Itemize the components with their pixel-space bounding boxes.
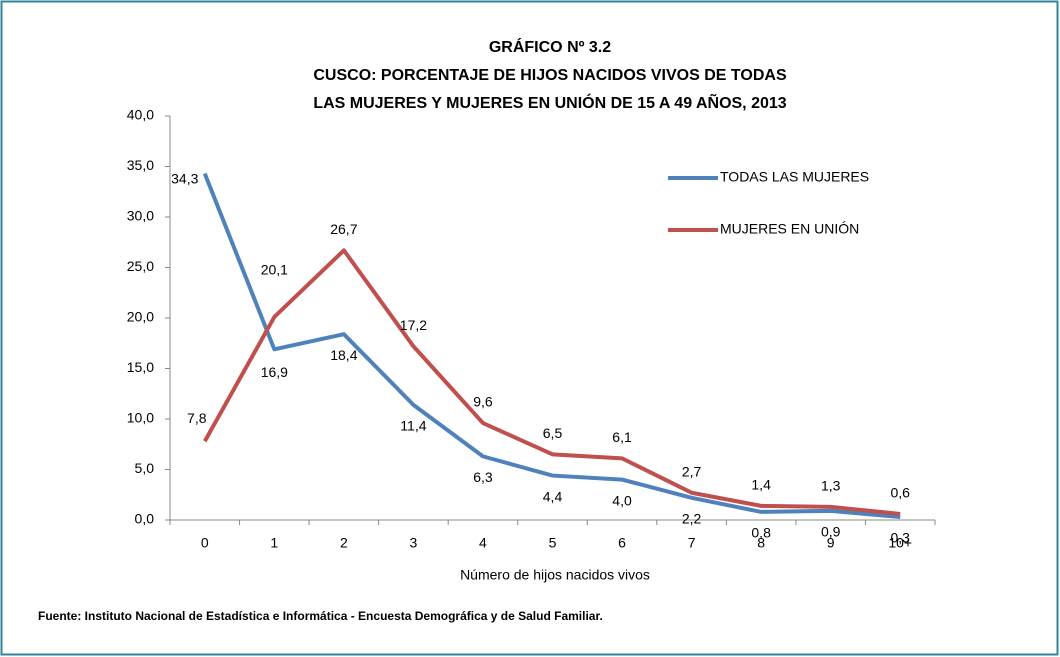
x-tick-label: 1 bbox=[270, 535, 278, 551]
data-label: 0,8 bbox=[751, 525, 771, 541]
data-label: 16,9 bbox=[261, 364, 288, 380]
y-tick-label: 20,0 bbox=[127, 309, 154, 325]
legend-label: TODAS LAS MUJERES bbox=[720, 169, 869, 185]
data-label: 0,6 bbox=[890, 485, 910, 501]
x-tick-label: 2 bbox=[340, 535, 348, 551]
data-label: 18,4 bbox=[330, 347, 357, 363]
data-label: 20,1 bbox=[261, 262, 288, 278]
x-tick-label: 5 bbox=[549, 535, 557, 551]
legend-label: MUJERES EN UNIÓN bbox=[720, 221, 859, 237]
y-tick-label: 15,0 bbox=[127, 359, 154, 375]
data-label: 6,5 bbox=[543, 425, 563, 441]
data-label: 17,2 bbox=[400, 317, 427, 333]
data-label: 34,3 bbox=[171, 170, 198, 186]
y-tick-label: 25,0 bbox=[127, 258, 154, 274]
series-line bbox=[202, 172, 901, 519]
data-label: 0,3 bbox=[890, 530, 910, 546]
chart-title: CUSCO: PORCENTAJE DE HIJOS NACIDOS VIVOS… bbox=[313, 67, 787, 84]
x-tick-label: 7 bbox=[688, 535, 696, 551]
data-label: 4,4 bbox=[543, 488, 563, 504]
y-tick-label: 0,0 bbox=[135, 511, 155, 527]
data-label: 11,4 bbox=[400, 418, 426, 434]
data-label: 9,6 bbox=[473, 394, 493, 410]
x-tick-label: 10+ bbox=[888, 535, 912, 551]
data-label: 6,1 bbox=[612, 429, 632, 445]
data-label: 6,3 bbox=[473, 469, 493, 485]
y-tick-label: 40,0 bbox=[127, 107, 154, 123]
y-tick-label: 30,0 bbox=[127, 208, 154, 224]
data-label: 0,9 bbox=[821, 524, 841, 540]
x-tick-label: 4 bbox=[479, 535, 487, 551]
source: Fuente: Instituto Nacional de Estadístic… bbox=[38, 609, 603, 623]
x-tick-label: 9 bbox=[827, 535, 835, 551]
data-label: 7,8 bbox=[187, 410, 207, 426]
x-axis-label: Número de hijos nacidos vivos bbox=[460, 567, 650, 583]
data-label: 1,4 bbox=[751, 477, 771, 493]
x-tick-label: 3 bbox=[410, 535, 418, 551]
x-tick-label: 6 bbox=[618, 535, 626, 551]
chart-title: GRÁFICO Nº 3.2 bbox=[489, 37, 611, 56]
x-tick-label: 8 bbox=[757, 535, 765, 551]
data-label: 2,2 bbox=[682, 510, 702, 526]
series-line bbox=[203, 248, 901, 516]
y-tick-label: 5,0 bbox=[135, 460, 155, 476]
chart-title: LAS MUJERES Y MUJERES EN UNIÓN DE 15 A 4… bbox=[313, 92, 786, 112]
data-label: 2,7 bbox=[682, 463, 702, 479]
y-tick-label: 10,0 bbox=[127, 410, 154, 426]
data-label: 1,3 bbox=[821, 478, 841, 494]
x-tick-label: 0 bbox=[201, 535, 209, 551]
data-label: 4,0 bbox=[612, 492, 632, 508]
data-label: 26,7 bbox=[330, 221, 357, 237]
y-tick-label: 35,0 bbox=[127, 157, 154, 173]
